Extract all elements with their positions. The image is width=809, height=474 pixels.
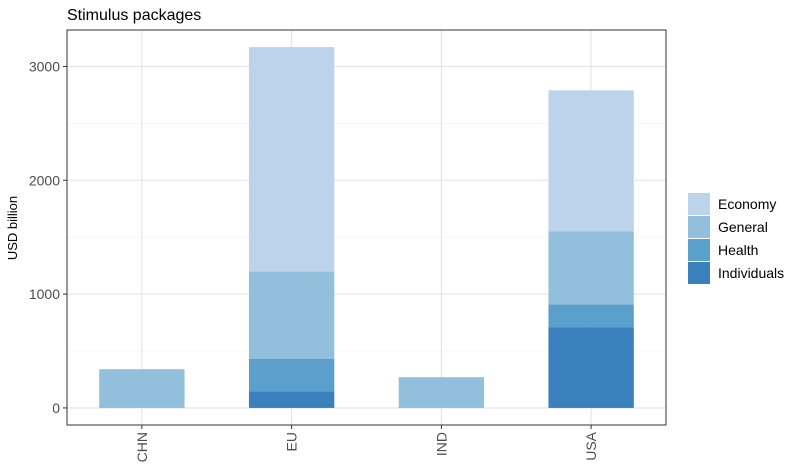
- y-tick-label: 2000: [29, 172, 60, 188]
- bar-eu-individuals: [248, 391, 335, 408]
- bar-eu-economy: [248, 47, 335, 272]
- bar-usa-general: [548, 231, 634, 305]
- panel-border: [66, 29, 667, 426]
- y-tick-label: 3000: [29, 58, 60, 74]
- bar-eu-health: [248, 358, 335, 392]
- legend-key-health: [688, 239, 710, 261]
- bar-usa-individuals: [548, 327, 634, 408]
- y-axis-label: USD billion: [5, 196, 20, 260]
- axis-layer: 0 1000 2000 3000 CHN EU IND USA: [29, 58, 599, 462]
- legend-key-general: [688, 216, 710, 238]
- legend-label-economy: Economy: [718, 196, 776, 212]
- legend-key-individuals: [688, 262, 710, 284]
- x-tick-label: CHN: [134, 432, 150, 462]
- chart-title: Stimulus packages: [67, 7, 201, 24]
- legend-label-general: General: [718, 219, 768, 235]
- y-tick-label: 0: [52, 400, 60, 416]
- bar-chn-general: [99, 369, 185, 408]
- x-tick-label: IND: [433, 432, 449, 456]
- legend-key-economy: [688, 193, 710, 215]
- bar-ind-general: [398, 377, 485, 408]
- x-tick-label: USA: [583, 431, 599, 460]
- x-tick-label: EU: [284, 432, 300, 451]
- legend-label-health: Health: [718, 242, 758, 258]
- legend: Economy General Health Individuals: [688, 193, 784, 284]
- bar-usa-health: [548, 304, 634, 328]
- bars-layer: [99, 47, 634, 408]
- bar-eu-general: [248, 271, 335, 359]
- bar-usa-economy: [548, 90, 634, 232]
- y-tick-label: 1000: [29, 286, 60, 302]
- legend-label-individuals: Individuals: [718, 265, 784, 281]
